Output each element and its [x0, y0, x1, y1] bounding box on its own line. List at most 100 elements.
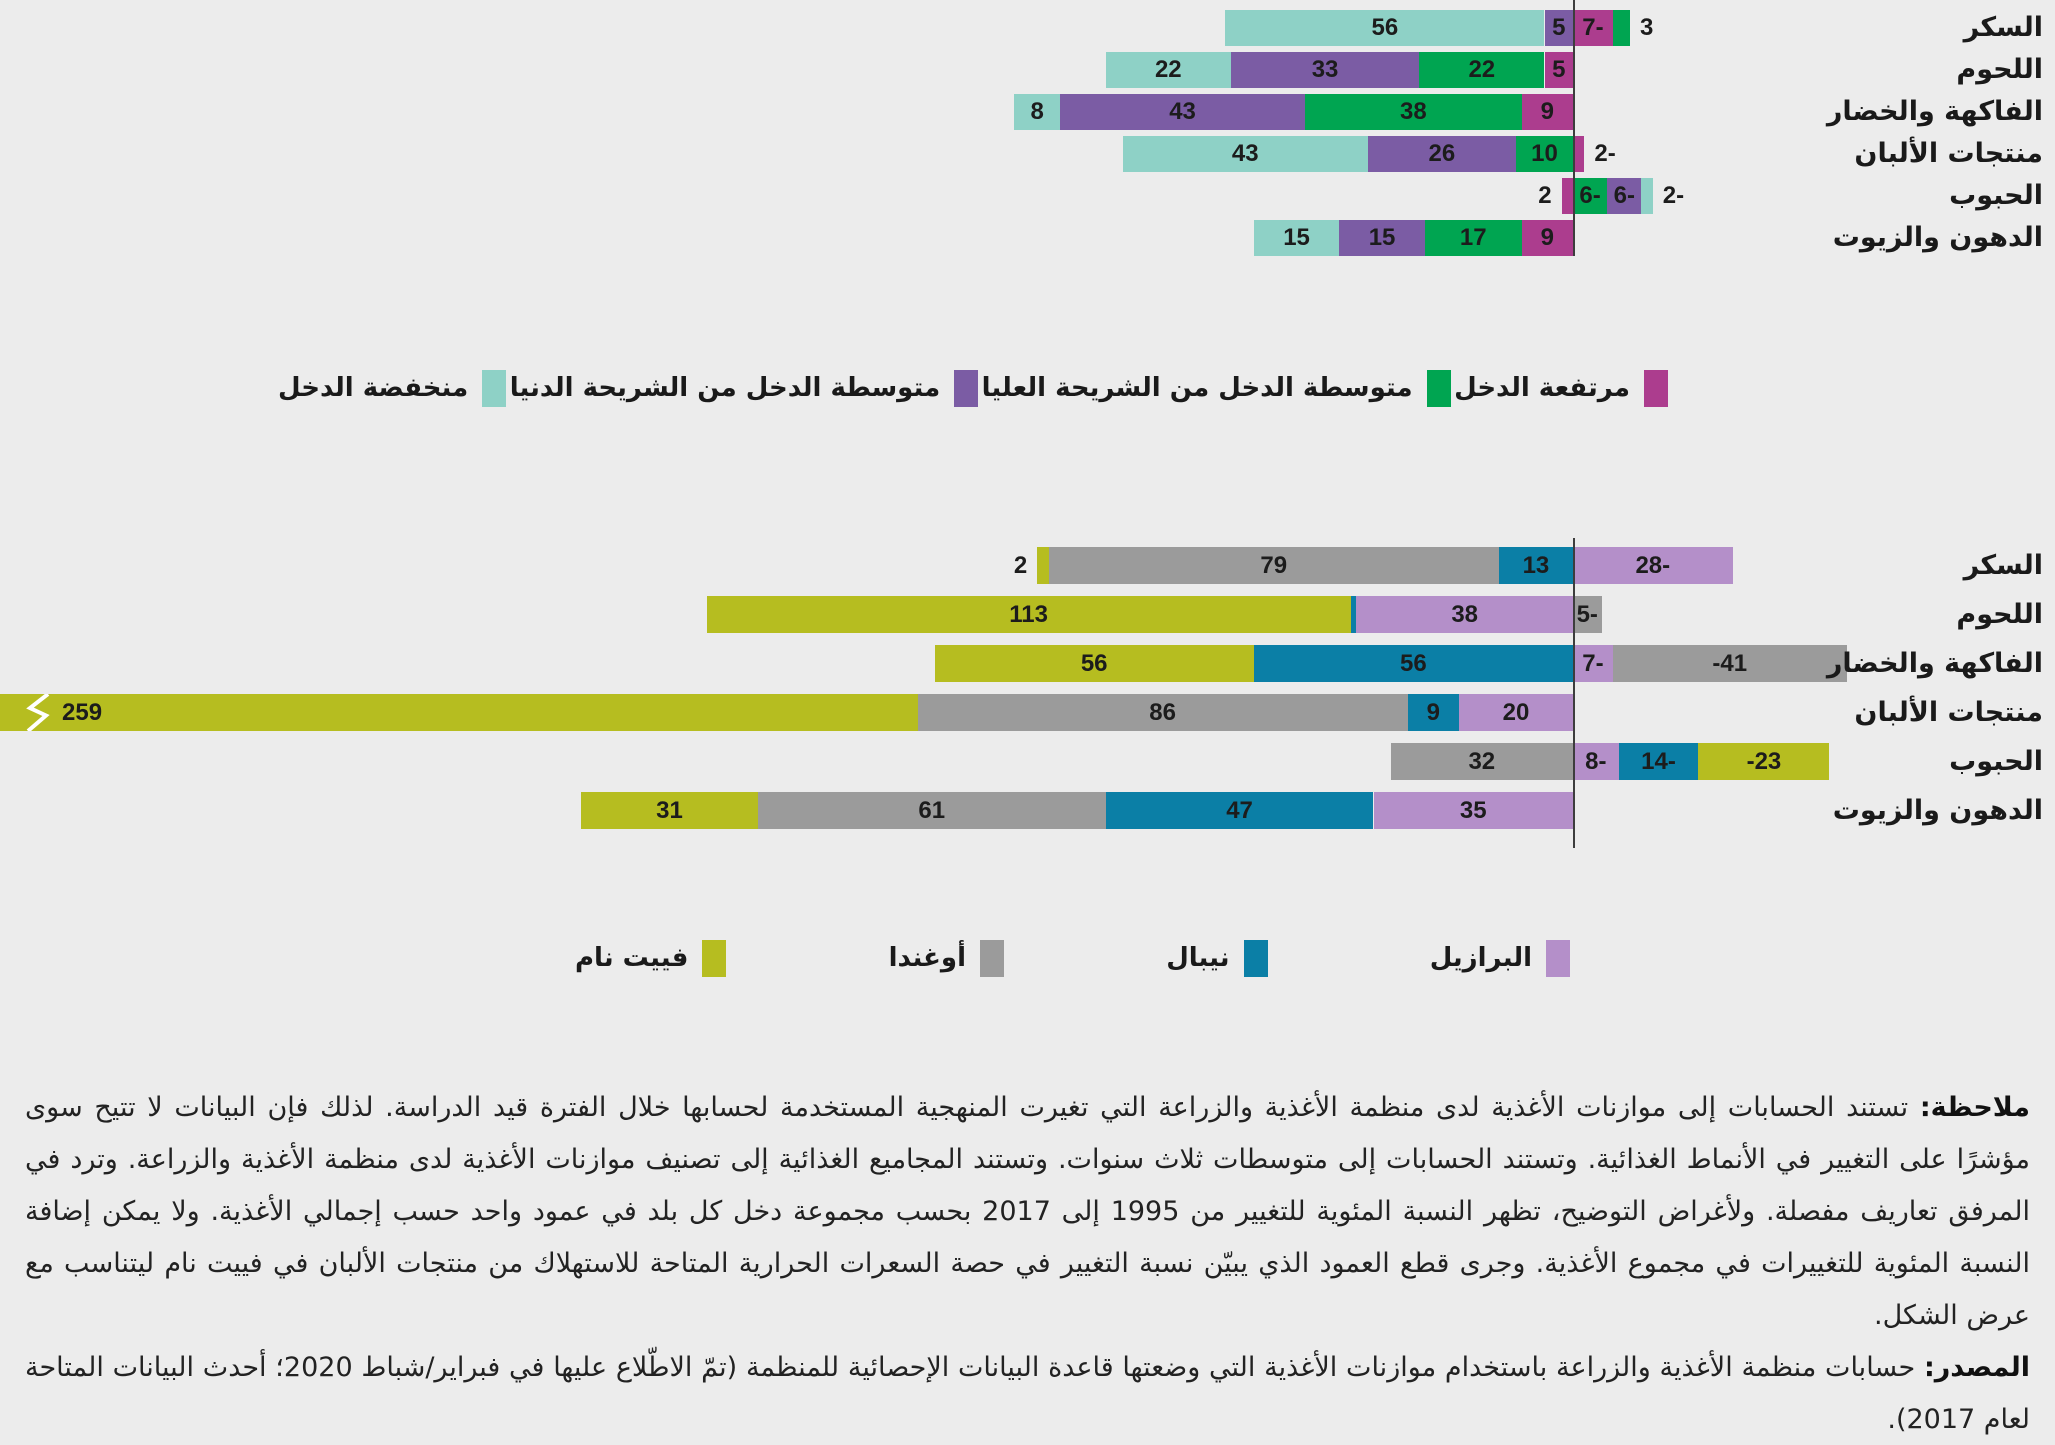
legend-label: البرازيل — [1429, 943, 1532, 973]
bar-segment-uganda: -41 — [1612, 645, 1847, 682]
bar-value-outside: 2- — [1662, 182, 1685, 209]
bar-segment-upper_middle — [1612, 10, 1630, 46]
bar-segment-nepal: 56 — [1253, 645, 1573, 682]
legend-swatch-icon — [1243, 939, 1268, 977]
bar-value-outside: 2 — [1013, 551, 1028, 579]
category-label: الحبوب — [1949, 180, 2043, 211]
category-label: الفاكهة والخضار — [1826, 96, 2043, 127]
bar-segment-lower_middle: 6- — [1607, 178, 1642, 214]
legend-swatch-icon — [1644, 369, 1668, 407]
legend-swatch-icon — [702, 939, 727, 977]
bar-row: 2 6- 6- 2- — [0, 178, 2055, 214]
category-label: منتجات الألبان — [1854, 696, 2043, 728]
bar-value: 6- — [1613, 182, 1635, 209]
category-label: منتجات الألبان — [1854, 138, 2043, 169]
legend-item-high: مرتفعة الدخل — [1454, 369, 1668, 407]
bar-value: 38 — [1451, 600, 1479, 628]
bar-segment-nepal: 14- — [1618, 743, 1699, 780]
bar-value: 61 — [918, 796, 946, 824]
legend-item-low: منخفضة الدخل — [278, 369, 507, 407]
bar-segment-brazil: 20 — [1459, 694, 1573, 731]
bar-value: 7- — [1582, 14, 1604, 41]
legend-countries: البرازيل نيبال أوغندا فييت نام — [575, 936, 1570, 980]
bar-segment-upper_middle: 38 — [1305, 94, 1522, 130]
bar-segment-brazil: 28- — [1573, 547, 1733, 584]
legend-label: متوسطة الدخل من الشريحة الدنيا — [509, 373, 941, 403]
bar-segment-lower_middle: 43 — [1060, 94, 1306, 130]
bar-segment-upper_middle: 17 — [1424, 220, 1522, 256]
bar-segment-nepal: 13 — [1498, 547, 1573, 584]
category-label: السكر — [1963, 549, 2043, 581]
bar-value: 8 — [1030, 98, 1044, 125]
bar-value: 5 — [1552, 14, 1566, 41]
source-text: حسابات منظمة الأغذية والزراعة باستخدام م… — [25, 1352, 2030, 1435]
legend-item-upper_middle: متوسطة الدخل من الشريحة العليا — [982, 369, 1451, 407]
legend-swatch-icon — [482, 369, 507, 407]
bar-segment-vietnam: 113 — [706, 596, 1351, 633]
legend-item-vietnam: فييت نام — [575, 939, 727, 977]
legend-label: أوغندا — [888, 943, 966, 973]
bar-value: 86 — [1149, 698, 1176, 726]
bar-row: 13 79 2 28- — [0, 547, 2055, 584]
bar-value: 113 — [1009, 600, 1048, 628]
bar-value: 32 — [1468, 747, 1496, 775]
bar-segment-low: 15 — [1253, 220, 1340, 256]
zero-axis-line — [1573, 0, 1575, 256]
bar-segment-high: 7- — [1573, 10, 1613, 46]
legend-item-nepal: نيبال — [1166, 939, 1268, 977]
bar-row: 9 38 43 8 — [0, 94, 2055, 130]
bar-value: 8- — [1585, 747, 1607, 775]
legend-swatch-icon — [1546, 939, 1570, 977]
category-label: الحبوب — [1949, 745, 2043, 777]
bar-value: 5 — [1552, 56, 1566, 83]
bar-value: 43 — [1231, 140, 1259, 167]
note-label: ملاحظة: — [1919, 1092, 2030, 1123]
bar-value: 56 — [1080, 649, 1108, 677]
bar-value: 13 — [1522, 551, 1550, 579]
bar-value: 35 — [1459, 796, 1487, 824]
bar-row: 9 17 15 15 — [0, 220, 2055, 256]
bar-value: 26 — [1428, 140, 1456, 167]
legend-swatch-icon — [1426, 369, 1451, 407]
bar-value: 10 — [1531, 140, 1558, 167]
bar-segment-upper_middle: 10 — [1516, 136, 1573, 172]
bar-value-outside: 3 — [1640, 14, 1654, 41]
bar-segment-low: 8 — [1014, 94, 1060, 130]
bar-value: 7- — [1582, 649, 1604, 677]
bar-value: 43 — [1169, 98, 1196, 125]
category-label: السكر — [1963, 12, 2043, 43]
bar-segment-lower_middle: 26 — [1367, 136, 1516, 172]
bar-value: -41 — [1712, 649, 1748, 677]
bar-segment-lower_middle: 33 — [1231, 52, 1420, 88]
bar-row: 5 56 7- 3 — [0, 10, 2055, 46]
bar-value: 47 — [1226, 796, 1253, 824]
bar-value: 5- — [1576, 600, 1598, 628]
bar-row: 5 22 33 22 — [0, 52, 2055, 88]
bar-segment-high: 9 — [1521, 220, 1573, 256]
legend-item-lower_middle: متوسطة الدخل من الشريحة الدنيا — [509, 369, 979, 407]
bar-segment-high: 5 — [1544, 52, 1573, 88]
legend-label: منخفضة الدخل — [278, 373, 469, 403]
bar-segment-vietnam: 56 — [934, 645, 1254, 682]
category-label: الدهون والزيوت — [1832, 794, 2043, 826]
bar-value: 259 — [62, 698, 103, 726]
category-label: الفاكهة والخضار — [1826, 647, 2043, 679]
bar-segment-uganda: 5- — [1573, 596, 1602, 633]
bar-segment-vietnam: -23 — [1698, 743, 1830, 780]
bar-value: 79 — [1260, 551, 1288, 579]
bar-segment-low: 43 — [1122, 136, 1368, 172]
bar-segment-low — [1641, 178, 1653, 214]
bar-row: 38 113 5- — [0, 596, 2055, 633]
bar-value: 22 — [1154, 56, 1182, 83]
bar-segment-vietnam — [1037, 547, 1049, 584]
bar-segment-uganda: 32 — [1390, 743, 1573, 780]
note-paragraph: ملاحظة: تستند الحسابات إلى موازنات الأغذ… — [25, 1082, 2030, 1342]
legend-label: فييت نام — [575, 943, 689, 973]
bar-value: 14- — [1641, 747, 1676, 775]
bar-value-outside: 2- — [1594, 140, 1616, 167]
bar-row: 56 56 7- -41 — [0, 645, 2055, 682]
source-paragraph: المصدر: حسابات منظمة الأغذية والزراعة با… — [25, 1342, 2030, 1445]
note-text: تستند الحسابات إلى موازنات الأغذية لدى م… — [25, 1092, 2031, 1331]
legend-item-uganda: أوغندا — [888, 939, 1004, 977]
